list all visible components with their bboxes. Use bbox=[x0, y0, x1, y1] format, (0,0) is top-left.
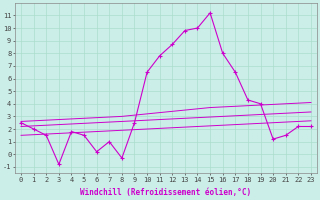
X-axis label: Windchill (Refroidissement éolien,°C): Windchill (Refroidissement éolien,°C) bbox=[80, 188, 252, 197]
